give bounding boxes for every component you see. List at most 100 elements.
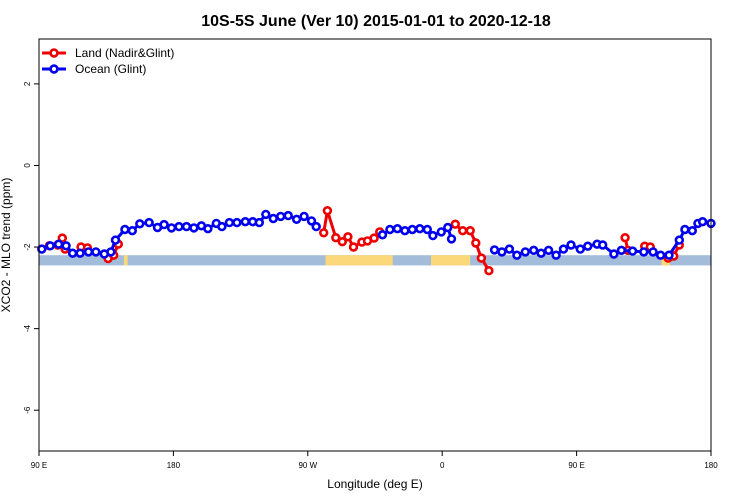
data-point [583, 241, 593, 251]
data-point [471, 238, 481, 248]
data-point [135, 219, 145, 229]
data-point [428, 230, 438, 241]
data-point [415, 224, 425, 234]
data-point [400, 226, 410, 236]
data-point [311, 221, 321, 232]
y-tick-label: -2 [23, 243, 32, 251]
data-point [465, 226, 475, 236]
data-point [620, 233, 630, 243]
data-point [489, 245, 500, 255]
data-point [687, 226, 697, 236]
data-point [110, 235, 121, 245]
y-axis-label: XCO2 - MLO trend (ppm) [0, 178, 13, 313]
y-tick-label: -6 [23, 406, 32, 414]
x-axis: 90 E 180 90 W 0 90 E 180 [31, 451, 718, 470]
data-point [385, 224, 395, 235]
y-tick-label: -4 [23, 325, 32, 333]
series-layer [37, 206, 716, 276]
data-point [627, 246, 638, 256]
x-tick-label: 180 [167, 461, 181, 470]
data-point [232, 217, 242, 228]
data-point [407, 224, 417, 235]
data-point [446, 234, 457, 244]
data-point [674, 235, 684, 245]
data-point [322, 206, 333, 216]
data-point [680, 224, 690, 235]
data-point [484, 266, 494, 276]
data-point [159, 219, 169, 230]
data-point [377, 230, 388, 240]
data-point [639, 247, 649, 257]
data-point [283, 210, 293, 221]
data-point [575, 244, 585, 254]
data-point [83, 247, 94, 257]
data-point [655, 250, 666, 260]
data-point [422, 224, 432, 235]
y-tick-label: 2 [23, 81, 32, 86]
data-point [616, 245, 627, 256]
data-point [528, 245, 539, 256]
data-point [648, 247, 658, 257]
plot-frame [38, 38, 712, 452]
data-point [166, 223, 177, 233]
data-point [348, 242, 359, 252]
data-point [697, 217, 708, 227]
data-point [127, 226, 138, 236]
y-axis: 2 0 -2 -4 -6 [23, 81, 39, 414]
data-point [319, 228, 329, 238]
data-point [343, 232, 353, 242]
data-point [497, 247, 507, 257]
data-point [144, 217, 154, 228]
x-tick-label: 0 [440, 461, 445, 470]
legend-item: Land (Nadir&Glint) [42, 46, 174, 60]
data-point [276, 211, 286, 222]
land-strip-segment [431, 255, 471, 266]
data-point [337, 237, 347, 247]
data-point [217, 221, 227, 232]
series-ocean [37, 209, 716, 260]
data-point [476, 253, 487, 263]
data-point [306, 216, 317, 226]
data-point [392, 224, 403, 234]
legend-label: Ocean (Glint) [75, 62, 146, 76]
data-point [536, 248, 546, 258]
data-point [551, 250, 561, 260]
y-tick-label: 0 [23, 163, 32, 168]
data-point [203, 224, 213, 234]
data-point [609, 249, 619, 259]
data-point [597, 240, 608, 250]
x-tick-label: 180 [704, 461, 718, 470]
data-point [174, 221, 184, 232]
data-point [291, 214, 302, 225]
data-point [504, 244, 515, 254]
data-point [45, 241, 55, 251]
x-tick-label: 90 E [568, 461, 584, 470]
data-point [331, 233, 341, 243]
data-point [299, 211, 309, 222]
chart-title: 10S-5S June (Ver 10) 2015-01-01 to 2020-… [201, 13, 551, 30]
data-point [664, 250, 674, 260]
data-point [458, 226, 468, 236]
legend-marker [49, 64, 59, 74]
land-strip-segment [325, 255, 393, 266]
data-point [91, 247, 101, 257]
data-point [37, 244, 47, 254]
data-point [436, 227, 446, 237]
data-point [450, 219, 460, 229]
data-point [53, 239, 64, 249]
data-point [520, 247, 530, 257]
data-point [106, 247, 116, 257]
x-tick-label: 90 E [31, 461, 47, 470]
x-tick-label: 90 W [298, 461, 317, 470]
legend-label: Land (Nadir&Glint) [75, 46, 174, 60]
data-point [261, 209, 271, 220]
data-point [75, 248, 85, 258]
data-point [369, 233, 379, 243]
data-point [120, 224, 130, 235]
data-point [543, 245, 554, 256]
data-point [181, 221, 192, 232]
data-point [240, 217, 251, 227]
data-point [558, 244, 569, 254]
data-point [512, 250, 522, 260]
legend: Land (Nadir&Glint) Ocean (Glint) [42, 46, 174, 76]
